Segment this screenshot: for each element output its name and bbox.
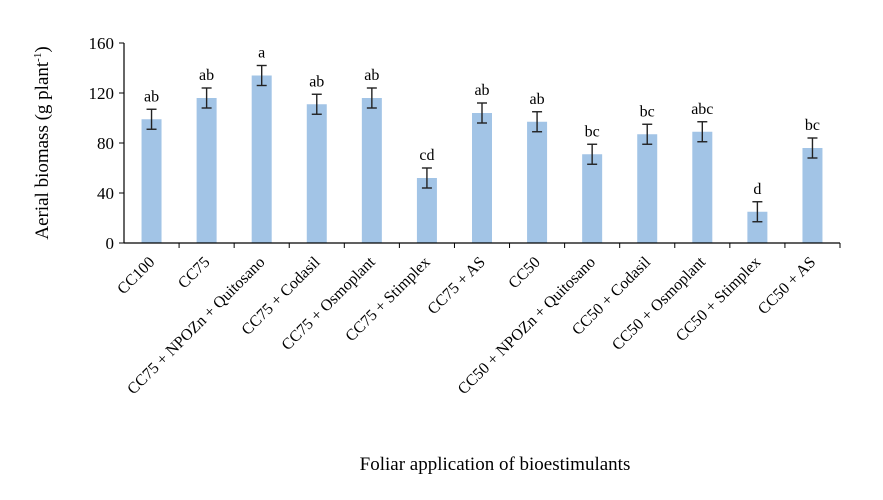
- significance-letter: ab: [199, 67, 214, 84]
- y-axis-title-superscript: -1: [32, 53, 44, 62]
- error-bar: [807, 137, 818, 159]
- significance-letter: ab: [474, 82, 489, 99]
- error-bars-group: [146, 64, 818, 223]
- significance-letter: cd: [419, 147, 434, 164]
- x-tick-label: CC75 + Osmoplant: [279, 253, 380, 354]
- bar: [692, 131, 713, 243]
- bar: [747, 211, 768, 243]
- y-tick-label: 160: [89, 34, 115, 53]
- significance-letter: d: [753, 181, 761, 198]
- y-axis-title: Aerial biomass (g plant-1): [32, 46, 53, 239]
- significance-letter: ab: [364, 67, 379, 84]
- error-bar: [311, 93, 322, 115]
- x-tick-label: CC75: [175, 254, 213, 292]
- bar: [527, 121, 548, 243]
- significance-letter: bc: [805, 117, 820, 134]
- error-bar: [532, 111, 543, 133]
- y-tick-label: 40: [97, 184, 114, 203]
- y-tick-label: 0: [106, 234, 115, 253]
- significance-letter: bc: [640, 103, 655, 120]
- x-axis-title: Foliar application of bioestimulants: [360, 454, 631, 475]
- y-tick-label: 120: [89, 84, 115, 103]
- significance-letter: ab: [530, 91, 545, 108]
- bar: [251, 75, 272, 243]
- error-bar: [752, 201, 763, 223]
- y-axis-title-prefix: Aerial biomass (g plant: [32, 61, 53, 240]
- error-bar: [366, 87, 377, 109]
- bar: [637, 134, 658, 243]
- significance-letter: ab: [144, 88, 159, 105]
- x-tick-label: CC75 + AS: [425, 254, 489, 318]
- bar: [472, 113, 492, 243]
- error-bar: [146, 108, 157, 130]
- bar: [306, 104, 327, 243]
- bar: [361, 98, 382, 243]
- bar: [196, 98, 217, 243]
- x-tick-label: CC50 + AS: [755, 254, 819, 318]
- x-tick-label: CC100: [114, 254, 158, 298]
- error-bar: [697, 121, 708, 143]
- bars-group: [141, 75, 823, 243]
- significance-letter: bc: [585, 123, 600, 140]
- significance-letter: a: [258, 45, 265, 62]
- y-tick-labels-group: 0 40 80 120 160: [89, 34, 115, 253]
- error-bar: [477, 102, 487, 124]
- significance-letter: ab: [309, 73, 324, 90]
- axes-group: [119, 42, 841, 248]
- error-bar: [421, 167, 432, 189]
- y-tick-label: 80: [97, 134, 114, 153]
- y-axis-title-suffix: ): [32, 46, 53, 52]
- error-bar: [642, 123, 653, 145]
- x-tick-label: CC50: [505, 254, 543, 292]
- error-bar: [587, 143, 598, 165]
- bar: [416, 178, 437, 243]
- error-bar: [201, 87, 212, 109]
- x-tick-label: CC50 + Osmoplant: [609, 253, 710, 354]
- significance-letter: abc: [691, 101, 713, 118]
- bar: [802, 148, 823, 243]
- bar: [582, 154, 603, 243]
- error-bar: [256, 64, 267, 87]
- bar: [141, 119, 162, 243]
